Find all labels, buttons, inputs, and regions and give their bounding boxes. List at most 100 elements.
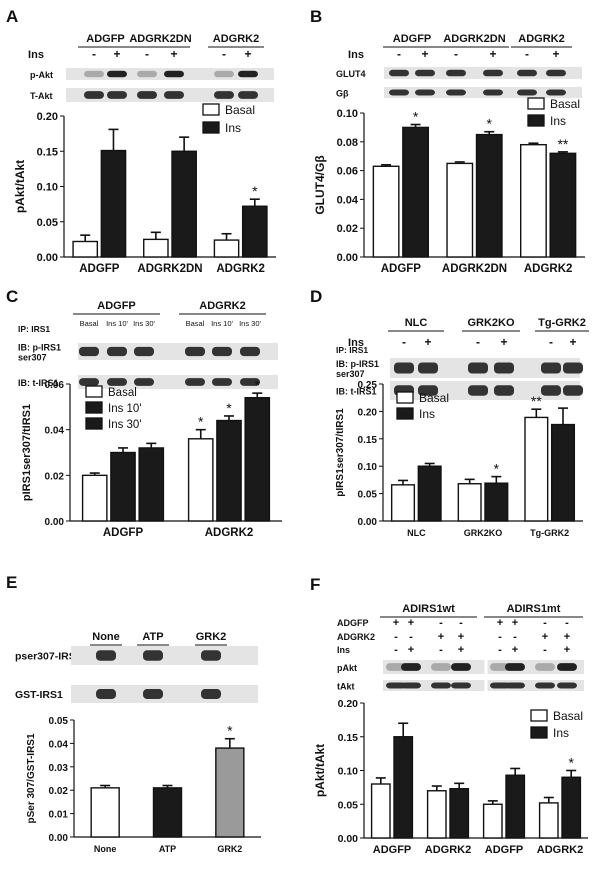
bar-b <box>475 133 503 258</box>
blot-group-label-d: NLC <box>405 317 428 329</box>
bar-d <box>390 484 416 522</box>
blot-row-label-a: T-Akt <box>30 91 53 101</box>
blot-treat-sign-f: + <box>564 644 570 656</box>
blot-ins-label-b: Ins <box>348 49 364 61</box>
bar-a <box>72 240 99 258</box>
blot-treat-sign-f: - <box>543 644 547 656</box>
y-tick-label-c: 0.02 <box>45 471 65 482</box>
blot-band-f-1-0 <box>386 682 406 689</box>
bar-f <box>482 803 503 839</box>
legend-swatch-a <box>202 103 220 116</box>
blot-lane-sign-a: - <box>92 47 96 61</box>
blot-treat-sign-f: + <box>438 631 444 643</box>
blot-band-f-1-6 <box>535 682 555 689</box>
blot-band-f-1-5 <box>505 682 525 689</box>
bar-b <box>446 162 474 258</box>
y-tick-label-a: 0.15 <box>37 146 58 158</box>
y-tick-label-b: 0.08 <box>337 137 358 149</box>
y-tick-label-f: 0.20 <box>338 698 359 710</box>
panel-label-c: C <box>6 287 18 306</box>
blot-row-label-a: p-Akt <box>30 70 53 80</box>
blot-band-f-0-6 <box>535 663 555 671</box>
legend-swatch-f <box>530 726 548 739</box>
bar-d <box>457 483 482 522</box>
significance-marker-a: * <box>252 183 258 199</box>
blot-treat-sign-f: - <box>498 631 502 643</box>
significance-marker-e: * <box>227 723 233 739</box>
blot-lane-sign-d: + <box>500 335 507 349</box>
blot-band-c-1-5 <box>240 378 260 386</box>
blot-group-label-b: ADGRK2 <box>518 33 564 45</box>
blot-lane-sign-d: - <box>476 335 480 349</box>
blot-treat-sign-f: - <box>394 644 398 656</box>
blot-band-b-1-0 <box>389 89 409 96</box>
blot-treat-sign-f: - <box>459 617 463 629</box>
y-axis-label-d: pIRS1ser307/tIRS1 <box>335 408 346 497</box>
x-tick-label-a: ADGRK2 <box>216 263 265 275</box>
blot-treat-sign-f: + <box>408 644 414 656</box>
blot-row-label-e: pser307-IRS1 <box>15 651 82 663</box>
blot-lane-sign-d: - <box>402 335 406 349</box>
legend-label-b: Ins <box>550 114 566 128</box>
legend-label-c: Ins 10' <box>108 403 142 415</box>
bar-f <box>370 783 391 839</box>
blot-lane-sign-d: + <box>569 335 576 349</box>
bar-a <box>171 150 197 258</box>
blot-band-c-0-5 <box>240 346 260 357</box>
significance-marker-c: * <box>226 400 232 416</box>
blot-treat-sign-f: + <box>564 631 570 643</box>
blot-treat-sign-f: - <box>409 631 413 643</box>
blot-band-f-1-7 <box>557 682 577 689</box>
blot-band-f-0-3 <box>451 663 471 671</box>
blot-band-d-1-4 <box>541 385 561 396</box>
legend-swatch-d <box>396 407 414 420</box>
x-tick-label-d: NLC <box>407 528 426 538</box>
blot-treat-sign-f: - <box>394 631 398 643</box>
bar-d <box>524 416 549 522</box>
blot-band-c-0-0 <box>79 346 99 357</box>
bar-f <box>505 774 526 839</box>
significance-marker-c: * <box>255 377 261 393</box>
blot-band-c-0-3 <box>185 346 205 357</box>
blot-band-d-1-2 <box>468 385 488 396</box>
y-tick-label-c: 0.04 <box>45 426 65 437</box>
blot-group-label-f: ADIRS1wt <box>402 603 455 615</box>
blot-lane-sign-d: - <box>549 335 553 349</box>
y-tick-label-e: 0.05 <box>49 716 69 727</box>
bar-f <box>393 736 414 839</box>
blot-band-c-1-2 <box>134 378 154 386</box>
y-tick-label-c: 0.06 <box>45 380 65 391</box>
y-tick-label-c: 0.00 <box>45 517 65 528</box>
blot-group-label-e: ATP <box>142 631 163 643</box>
x-tick-label-b: ADGRK2DN <box>442 263 507 275</box>
x-tick-label-f: ADGRK2 <box>537 844 583 856</box>
blot-ip-label-c: IP: IRS1 <box>18 324 50 334</box>
x-tick-label-b: ADGFP <box>381 263 422 275</box>
blot-band-e-0-2 <box>201 650 221 661</box>
blot-band-f-1-3 <box>451 682 471 689</box>
blot-lane-sign-b: + <box>421 47 428 61</box>
y-tick-label-b: 0.00 <box>337 252 358 264</box>
bar-c <box>138 447 165 522</box>
legend-swatch-b <box>527 114 545 127</box>
blot-row-label-f: tAkt <box>337 682 355 692</box>
blot-band-d-1-1 <box>418 385 438 396</box>
blot-band-c-1-3 <box>185 378 205 386</box>
blot-band-b-0-1 <box>415 69 435 77</box>
bar-d <box>417 465 442 522</box>
y-tick-label-b: 0.10 <box>337 108 358 120</box>
blot-band-b-1-4 <box>517 89 537 96</box>
blot-band-b-0-4 <box>517 69 537 77</box>
blot-band-a-1-3 <box>164 91 184 99</box>
blot-treat-sign-f: + <box>408 617 414 629</box>
blot-group-label-b: ADGRK2DN <box>443 33 505 45</box>
blot-band-e-1-1 <box>143 689 163 699</box>
y-tick-label-b: 0.06 <box>337 166 358 178</box>
panel-label-b: B <box>310 7 322 26</box>
legend-label-d: Ins <box>419 407 435 421</box>
blot-band-b-0-5 <box>546 69 566 77</box>
y-tick-label-e: 0.03 <box>49 763 69 774</box>
blot-band-d-0-1 <box>418 362 438 374</box>
blot-row-label-c: IB: p-IRS1 <box>18 343 61 353</box>
